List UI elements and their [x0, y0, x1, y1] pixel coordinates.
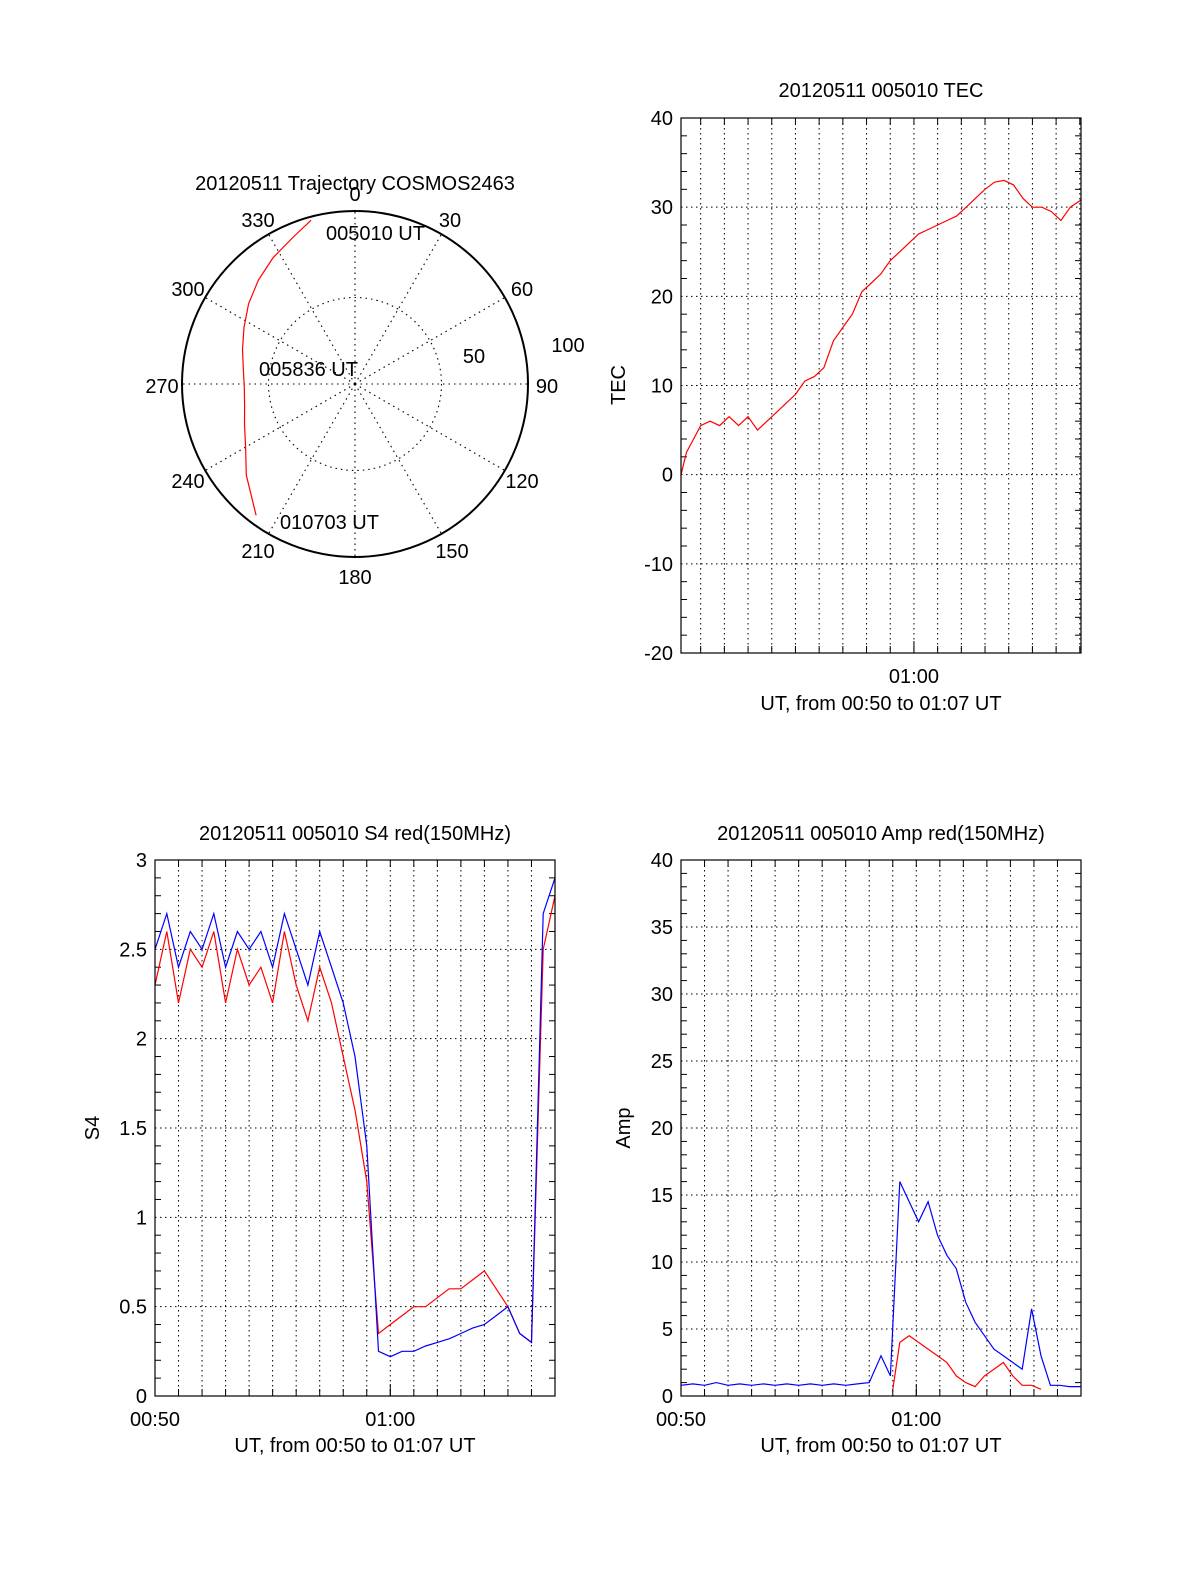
x-tick-label: 01:00: [889, 666, 939, 688]
y-axis-label: TEC: [608, 365, 630, 405]
y-tick-label: 25: [651, 1051, 673, 1073]
amp-blue-series-line: [680, 1181, 1081, 1388]
polar-angle-label: 90: [536, 376, 558, 398]
tec-tick-labels: -20 -10 0 10 20 30 40 01:00: [644, 108, 939, 688]
track-mid-label: 005836 UT: [259, 359, 358, 381]
polar-angle-label: 150: [435, 541, 468, 563]
polar-spoke: [268, 233, 356, 385]
x-tick-label: 00:50: [130, 1409, 180, 1431]
polar-spoke: [268, 383, 356, 535]
track-start-label: 005010 UT: [326, 223, 425, 245]
polar-spoke: [354, 383, 442, 535]
tec-grid: [681, 117, 1081, 654]
y-tick-label: 2.5: [119, 939, 147, 961]
y-tick-label: 0: [136, 1386, 147, 1408]
polar-angle-label: 240: [171, 471, 204, 493]
y-tick-label: 40: [651, 850, 673, 872]
polar-spoke: [204, 383, 356, 471]
chart-title: 20120511 005010 S4 red(150MHz): [199, 823, 511, 845]
y-tick-label: 2: [136, 1029, 147, 1051]
y-tick-label: 0: [662, 1386, 673, 1408]
polar-spoke: [354, 383, 506, 471]
x-tick-label: 01:00: [365, 1409, 415, 1431]
polar-angle-label: 330: [241, 210, 274, 232]
polar-grid: [182, 211, 528, 557]
satellite-track: [241, 219, 312, 516]
track-end-label: 010703 UT: [280, 512, 379, 534]
polar-angle-label: 210: [241, 541, 274, 563]
y-tick-label: 10: [651, 376, 673, 398]
y-tick-label: 30: [651, 197, 673, 219]
polar-ring: [267, 296, 443, 472]
polar-angle-label: 30: [439, 210, 461, 232]
amp-grid: [680, 859, 1082, 1397]
y-tick-label: -20: [644, 643, 673, 665]
x-axis-label: UT, from 00:50 to 01:07 UT: [234, 1435, 475, 1457]
x-tick-label: 00:50: [656, 1409, 706, 1431]
y-tick-label: 1.5: [119, 1118, 147, 1140]
chart-title: 20120511 005010 TEC: [779, 80, 984, 102]
y-tick-label: 15: [651, 1185, 673, 1207]
radial-label-50: 50: [463, 346, 485, 368]
s4-blue-series-line: [154, 877, 556, 1358]
y-axis-label: S4: [82, 1116, 104, 1140]
s4-tick-labels: 0 0.5 1 1.5 2 2.5 3 00:50 01:00: [119, 850, 415, 1431]
tec-plot-frame: [680, 117, 1082, 654]
polar-spoke: [354, 233, 442, 385]
y-tick-label: 5: [662, 1319, 673, 1341]
y-tick-label: 0.5: [119, 1297, 147, 1319]
chart-title: 20120511 005010 Amp red(150MHz): [717, 823, 1045, 845]
amp-plot: 20120511 005010 Amp red(150MHz) 0 5 10 15 20…: [613, 823, 1082, 1457]
x-tick-label: 01:00: [891, 1409, 941, 1431]
y-axis-label: Amp: [613, 1107, 635, 1148]
polar-angle-label: 180: [338, 567, 371, 589]
tec-plot: 20120511 005010 TEC -20 -10 0 10 20 30 40 01:00…: [608, 80, 1082, 715]
tec-series-line: [680, 179, 1082, 475]
y-tick-label: 10: [651, 1252, 673, 1274]
y-tick-label: 1: [136, 1207, 147, 1229]
s4-plot-frame: [154, 859, 556, 1397]
y-tick-label: 20: [651, 286, 673, 308]
y-tick-label: -10: [644, 554, 673, 576]
polar-spoke: [354, 297, 506, 385]
y-tick-label: 20: [651, 1118, 673, 1140]
polar-angle-label: 120: [505, 471, 538, 493]
x-axis-label: UT, from 00:50 to 01:07 UT: [760, 693, 1001, 715]
trajectory-polar-plot: 20120511 Trajectory COSMOS2463 0 30 60 90 12…: [145, 173, 584, 589]
chart-title: 20120511 Trajectory COSMOS2463: [195, 173, 515, 195]
amp-tick-labels: 0 5 10 15 20 25 30 35 40 00:50 01:00: [651, 850, 942, 1431]
amp-red-series-line: [892, 1334, 1042, 1390]
y-tick-label: 40: [651, 108, 673, 130]
s4-red-series-line: [154, 895, 556, 1344]
s4-plot: 20120511 005010 S4 red(150MHz) 0 0.5 1 1.5 2…: [82, 823, 556, 1457]
x-axis-label: UT, from 00:50 to 01:07 UT: [760, 1435, 1001, 1457]
polar-angle-label: 300: [171, 279, 204, 301]
polar-angle-label: 60: [511, 279, 533, 301]
polar-angle-labels: 0 30 60 90 120 150 180 210 240 270 300 330: [145, 184, 558, 589]
y-tick-label: 0: [662, 465, 673, 487]
polar-angle-label: 270: [145, 376, 178, 398]
y-tick-label: 3: [136, 850, 147, 872]
polar-outer-circle: [181, 210, 529, 558]
polar-angle-label: 0: [349, 184, 360, 206]
radial-label-100: 100: [551, 335, 584, 357]
amp-plot-frame: [680, 859, 1082, 1397]
y-tick-label: 35: [651, 917, 673, 939]
y-tick-label: 30: [651, 984, 673, 1006]
polar-spoke: [204, 297, 356, 385]
